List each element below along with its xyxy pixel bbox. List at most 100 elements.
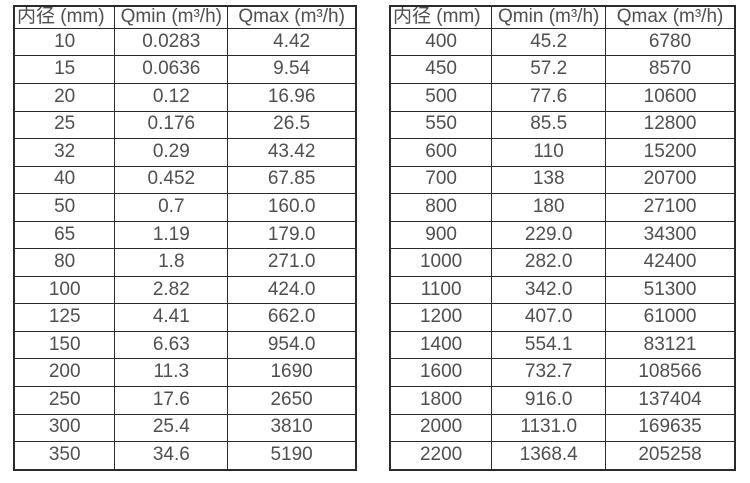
cell-qmax: 67.85 [227, 165, 357, 195]
table-row: 250 17.6 2650 [13, 386, 357, 415]
cell-dn: 300 [13, 413, 116, 443]
table-row: 100 2.82 424.0 [13, 275, 357, 305]
cell-qmax: 61000 [605, 303, 736, 332]
cell-dn: 15 [13, 55, 116, 84]
cell-dn: 1600 [389, 358, 493, 387]
cell-qmax: 954.0 [227, 330, 357, 360]
header-row: 内径 (mm) Qmin (m³/h) Qmax (m³/h) [13, 5, 357, 29]
table-row: 25 0.176 26.5 [13, 110, 357, 140]
table-row: 20 0.12 16.96 [13, 82, 357, 112]
table-row: 80 1.8 271.0 [13, 248, 357, 277]
cell-dn: 350 [13, 441, 116, 471]
table-row: 1800 916.0 137404 [389, 386, 736, 415]
flow-table-small-diameters: 内径 (mm) Qmin (m³/h) Qmax (m³/h) 10 0.0283 4.4… [13, 5, 357, 471]
table-row: 1400 554.1 83121 [389, 330, 736, 360]
cell-dn: 80 [13, 248, 116, 277]
cell-dn: 400 [389, 27, 493, 57]
table-row: 450 57.2 8570 [389, 55, 736, 84]
cell-dn: 2000 [389, 413, 493, 443]
cell-qmax: 15200 [605, 138, 736, 167]
cell-qmin: 0.176 [114, 110, 229, 140]
cell-qmin: 0.12 [114, 82, 229, 112]
column-header-qmax: Qmax (m³/h) [227, 5, 357, 29]
cell-dn: 800 [389, 193, 493, 222]
cell-dn: 250 [13, 386, 116, 415]
cell-dn: 150 [13, 330, 116, 360]
cell-qmax: 271.0 [227, 248, 357, 277]
cell-qmin: 1131.0 [491, 413, 607, 443]
cell-qmax: 3810 [227, 413, 357, 443]
cell-qmin: 0.29 [114, 138, 229, 167]
table-row: 32 0.29 43.42 [13, 138, 357, 167]
cell-qmin: 1.8 [114, 248, 229, 277]
cell-qmax: 108566 [605, 358, 736, 387]
cell-qmax: 137404 [605, 386, 736, 415]
table-row: 700 138 20700 [389, 165, 736, 195]
cell-qmin: 554.1 [491, 330, 607, 360]
cell-dn: 700 [389, 165, 493, 195]
cell-qmax: 424.0 [227, 275, 357, 305]
header-row: 内径 (mm) Qmin (m³/h) Qmax (m³/h) [389, 5, 736, 29]
cell-qmin: 0.0636 [114, 55, 229, 84]
cell-dn: 32 [13, 138, 116, 167]
cell-dn: 450 [389, 55, 493, 84]
cell-qmax: 10600 [605, 82, 736, 112]
table-row: 300 25.4 3810 [13, 413, 357, 443]
cell-dn: 20 [13, 82, 116, 112]
table-row: 550 85.5 12800 [389, 110, 736, 140]
cell-qmin: 25.4 [114, 413, 229, 443]
cell-qmax: 205258 [605, 441, 736, 471]
table-row: 1600 732.7 108566 [389, 358, 736, 387]
cell-qmax: 43.42 [227, 138, 357, 167]
cell-qmin: 732.7 [491, 358, 607, 387]
column-header-dn: 内径 (mm) [389, 5, 493, 29]
cell-qmin: 4.41 [114, 303, 229, 332]
table-row: 65 1.19 179.0 [13, 220, 357, 250]
cell-qmin: 0.0283 [114, 27, 229, 57]
cell-qmin: 1.19 [114, 220, 229, 250]
cell-qmax: 9.54 [227, 55, 357, 84]
cell-qmax: 26.5 [227, 110, 357, 140]
table-row: 15 0.0636 9.54 [13, 55, 357, 84]
cell-dn: 50 [13, 193, 116, 222]
cell-qmax: 1690 [227, 358, 357, 387]
cell-qmin: 77.6 [491, 82, 607, 112]
table-row: 1000 282.0 42400 [389, 248, 736, 277]
cell-qmin: 110 [491, 138, 607, 167]
cell-qmax: 662.0 [227, 303, 357, 332]
cell-dn: 200 [13, 358, 116, 387]
cell-qmax: 20700 [605, 165, 736, 195]
cell-dn: 100 [13, 275, 116, 305]
cell-qmax: 51300 [605, 275, 736, 305]
cell-dn: 1000 [389, 248, 493, 277]
cell-qmin: 6.63 [114, 330, 229, 360]
table-row: 600 110 15200 [389, 138, 736, 167]
cell-qmin: 282.0 [491, 248, 607, 277]
cell-qmax: 8570 [605, 55, 736, 84]
cell-dn: 900 [389, 220, 493, 250]
cell-qmax: 4.42 [227, 27, 357, 57]
column-header-qmax: Qmax (m³/h) [605, 5, 736, 29]
cell-qmin: 34.6 [114, 441, 229, 471]
cell-dn: 600 [389, 138, 493, 167]
cell-qmax: 27100 [605, 193, 736, 222]
cell-qmin: 2.82 [114, 275, 229, 305]
column-header-dn: 内径 (mm) [13, 5, 116, 29]
cell-qmin: 916.0 [491, 386, 607, 415]
table-row: 50 0.7 160.0 [13, 193, 357, 222]
cell-qmax: 42400 [605, 248, 736, 277]
cell-dn: 1400 [389, 330, 493, 360]
cell-qmin: 0.7 [114, 193, 229, 222]
cell-qmax: 12800 [605, 110, 736, 140]
cell-qmax: 6780 [605, 27, 736, 57]
cell-qmin: 45.2 [491, 27, 607, 57]
cell-dn: 550 [389, 110, 493, 140]
cell-qmin: 138 [491, 165, 607, 195]
table-row: 400 45.2 6780 [389, 27, 736, 57]
cell-dn: 25 [13, 110, 116, 140]
table-row: 1200 407.0 61000 [389, 303, 736, 332]
column-header-qmin: Qmin (m³/h) [114, 5, 229, 29]
cell-qmin: 57.2 [491, 55, 607, 84]
table-row: 10 0.0283 4.42 [13, 27, 357, 57]
cell-qmin: 85.5 [491, 110, 607, 140]
